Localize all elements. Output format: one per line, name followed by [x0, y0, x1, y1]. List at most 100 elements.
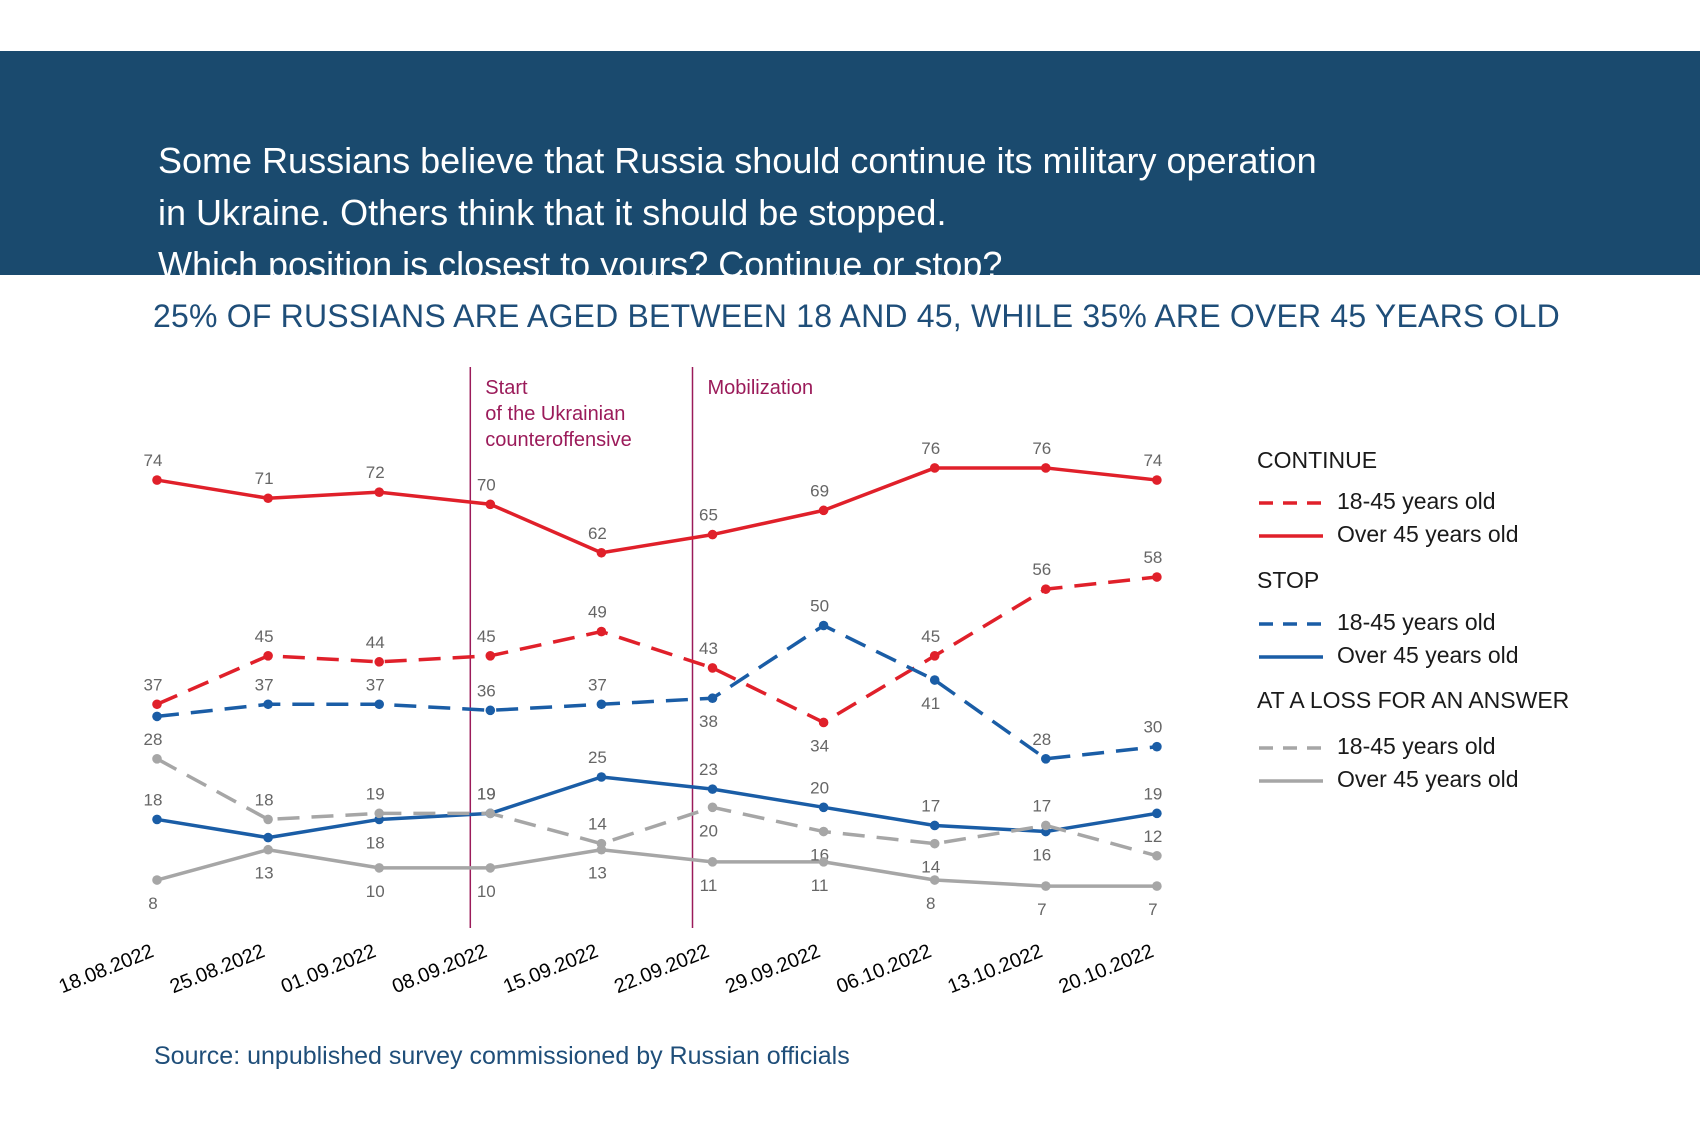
chart-subtitle: 25% OF RUSSIANS ARE AGED BETWEEN 18 AND …	[153, 298, 1560, 334]
data-label: 45	[921, 627, 940, 646]
legend-label: Over 45 years old	[1337, 766, 1519, 792]
data-label: 69	[810, 481, 829, 500]
data-label: 72	[366, 463, 385, 482]
data-label: 10	[477, 882, 496, 901]
data-label: 19	[477, 784, 496, 803]
data-point	[263, 814, 273, 825]
legend-swatch	[1259, 534, 1323, 538]
data-point	[818, 620, 829, 631]
data-label: 38	[699, 712, 718, 731]
x-tick-label: 06.10.2022	[834, 940, 935, 998]
legend-item-at-a-loss-18-45: 18-45 years old	[1257, 733, 1677, 763]
data-label: 76	[921, 439, 940, 458]
x-tick-label: 22.09.2022	[611, 940, 712, 998]
data-point	[374, 699, 385, 710]
data-label: 14	[588, 815, 607, 834]
data-label: 11	[700, 876, 718, 895]
data-point	[596, 772, 607, 782]
data-label: 7	[1148, 900, 1157, 919]
x-tick-label: 13.10.2022	[945, 940, 1046, 998]
data-label: 25	[588, 748, 607, 767]
data-label: 28	[1032, 730, 1051, 749]
data-point	[1041, 820, 1051, 831]
data-point	[263, 832, 273, 843]
data-point	[929, 463, 940, 473]
x-tick-label: 01.09.2022	[278, 940, 379, 998]
data-point	[152, 754, 162, 764]
x-tick-label: 29.09.2022	[722, 940, 823, 998]
data-label: 44	[366, 633, 385, 652]
event-annotation: Mobilization	[708, 377, 814, 399]
data-point	[818, 717, 829, 728]
data-point	[485, 705, 496, 716]
data-point	[1152, 881, 1162, 891]
x-tick-label: 20.10.2022	[1056, 940, 1157, 998]
data-label: 18	[144, 790, 163, 809]
data-label: 49	[588, 603, 607, 622]
data-point	[596, 699, 607, 710]
data-point	[707, 857, 718, 867]
data-label: 45	[477, 627, 496, 646]
legend-item-stop-18-45: 18-45 years old	[1257, 609, 1677, 639]
data-point	[707, 693, 718, 704]
legend-item-at-a-loss-over-45: Over 45 years old	[1257, 766, 1677, 796]
data-point	[818, 505, 829, 516]
data-point	[485, 499, 496, 510]
data-label: 30	[1143, 718, 1162, 737]
legend-swatch	[1259, 501, 1323, 505]
series-line	[156, 623, 1158, 761]
data-label: 50	[810, 597, 829, 616]
data-point	[374, 487, 385, 497]
data-point	[707, 784, 718, 794]
series-line	[156, 466, 1158, 555]
event-annotation: Start of the Ukrainian counteroffensive	[485, 377, 631, 451]
data-label: 12	[1143, 827, 1162, 846]
source-note: Source: unpublished survey commissioned …	[154, 1042, 850, 1070]
data-point	[485, 808, 496, 819]
data-label: 36	[477, 681, 496, 700]
legend-item-continue-18-45: 18-45 years old	[1257, 488, 1677, 518]
data-label: 37	[588, 675, 607, 694]
legend-label: 18-45 years old	[1337, 733, 1496, 759]
legend-heading-stop: STOP	[1257, 567, 1320, 593]
data-point	[929, 820, 940, 831]
data-label: 13	[588, 864, 607, 883]
legend-swatch	[1259, 746, 1323, 750]
legend-heading-at-a-loss: AT A LOSS FOR AN ANSWER	[1257, 687, 1570, 713]
data-point	[1041, 463, 1051, 473]
legend-label: 18-45 years old	[1337, 609, 1496, 635]
data-point	[596, 547, 607, 558]
data-label: 11	[811, 876, 829, 895]
legend-label: 18-45 years old	[1337, 488, 1496, 514]
data-point	[596, 626, 607, 637]
survey-question: Some Russians believe that Russia should…	[158, 140, 1317, 285]
data-label: 8	[148, 894, 157, 913]
data-label: 71	[255, 469, 274, 488]
legend-swatch	[1259, 779, 1323, 783]
data-label: 37	[144, 675, 163, 694]
legend-item-stop-over-45: Over 45 years old	[1257, 642, 1677, 672]
data-point	[1152, 572, 1162, 582]
data-label: 18	[255, 790, 274, 809]
data-label: 10	[366, 882, 385, 901]
data-point	[263, 844, 273, 855]
x-tick-label: 25.08.2022	[167, 940, 268, 998]
x-tick-label: 18.08.2022	[56, 940, 157, 998]
data-label: 23	[699, 760, 718, 779]
data-point	[1152, 808, 1162, 819]
data-point	[485, 651, 496, 661]
data-label: 74	[144, 451, 163, 470]
data-point	[818, 802, 829, 813]
data-point	[818, 857, 829, 867]
data-point	[1041, 584, 1051, 594]
data-point	[1152, 741, 1162, 752]
data-point	[152, 475, 162, 485]
legend-swatch	[1259, 655, 1323, 659]
data-point	[152, 875, 162, 885]
x-tick-label: 15.09.2022	[500, 940, 601, 998]
data-label: 18	[366, 833, 385, 852]
data-label: 62	[588, 524, 607, 543]
data-label: 16	[1032, 846, 1051, 865]
data-label: 37	[366, 675, 385, 694]
